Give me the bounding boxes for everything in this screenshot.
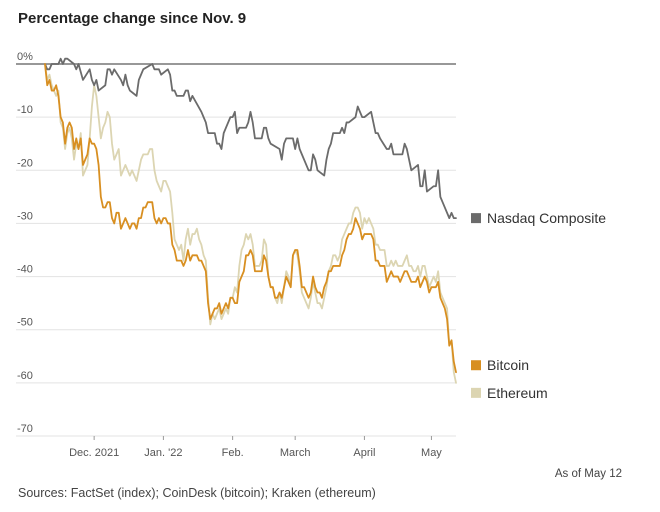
axis-labels: 0% -10 -20 -30 -40 -50 -60 -70 Dec. 2021 Jan. '22…: [17, 51, 442, 459]
x-tick-label: Jan. '22: [144, 447, 182, 459]
y-tick-label: -60: [17, 370, 33, 382]
bitcoin-legend-label: Bitcoin: [487, 357, 529, 373]
y-tick-label: -50: [17, 317, 33, 329]
x-tick-label: Dec. 2021: [69, 447, 119, 459]
ethereum-line: [44, 63, 457, 384]
bitcoin-line: [44, 63, 457, 374]
x-tick-label: Feb.: [222, 447, 244, 459]
nasdaq-composite-legend-swatch: [471, 213, 481, 224]
x-tick-label: May: [421, 447, 442, 459]
y-tick-label: -30: [17, 210, 33, 222]
x-tick-label: April: [353, 447, 375, 459]
y-tick-label: 0%: [17, 51, 33, 63]
ethereum-legend-swatch: [471, 387, 481, 398]
as-of-note: As of May 12: [554, 468, 622, 480]
series-lines: [44, 57, 457, 384]
x-tick-label: March: [280, 447, 311, 459]
y-tick-label: -20: [17, 157, 33, 169]
y-tick-label: -70: [17, 423, 33, 435]
chart-title: Percentage change since Nov. 9: [18, 10, 247, 27]
y-tick-label: -40: [17, 264, 33, 276]
ethereum-legend-label: Ethereum: [487, 385, 548, 401]
legend: Nasdaq Composite Bitcoin Ethereum: [471, 210, 606, 401]
sources-note: Sources: FactSet (index); CoinDesk (bitc…: [18, 486, 376, 500]
y-tick-label: -10: [17, 104, 33, 116]
nasdaq-composite-legend-label: Nasdaq Composite: [487, 210, 606, 226]
bitcoin-legend-swatch: [471, 360, 481, 371]
nasdaq-composite-line: [44, 57, 457, 220]
